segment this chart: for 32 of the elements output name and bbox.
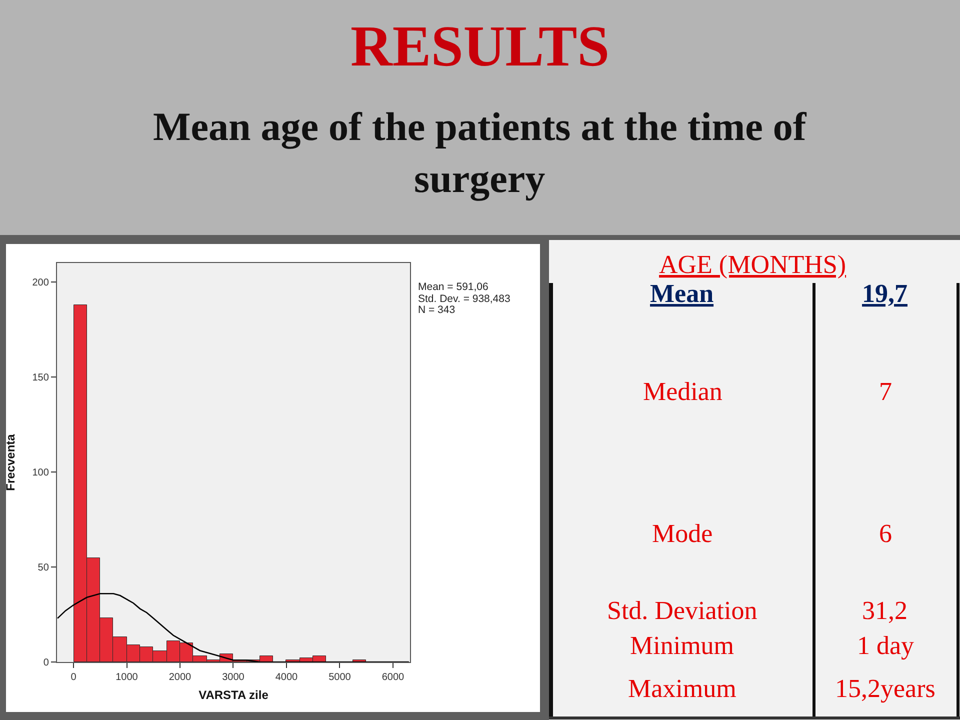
text: Mode xyxy=(652,519,713,548)
text: 19,7 xyxy=(862,279,908,308)
text: 1 day xyxy=(857,631,914,660)
y-tick-label: 150 xyxy=(32,372,50,384)
x-tick-label: 6000 xyxy=(382,672,405,684)
x-tick-label: 5000 xyxy=(328,672,352,684)
text: Mean = 591,06 xyxy=(418,281,489,293)
x-axis-title: VARSTA zile xyxy=(198,688,269,702)
y-tick-label: 200 xyxy=(32,278,50,288)
y-tick-label: 0 xyxy=(43,658,50,668)
x-tick-label: 4000 xyxy=(275,672,298,684)
text: 7 xyxy=(879,377,892,406)
text: 6 xyxy=(879,519,892,548)
x-tick-label: 1000 xyxy=(116,672,138,684)
x-tick-label: 2000 xyxy=(168,672,192,684)
text: AGE (MONTHS) xyxy=(659,250,846,279)
text: N = 343 xyxy=(418,304,456,316)
chart-subtitle: Mean age of the patients at the time of surgery xyxy=(153,104,807,201)
text: Std. Deviation xyxy=(607,596,758,625)
x-tick-label: 0 xyxy=(70,672,77,684)
text: Maximum xyxy=(628,674,736,703)
text: Mean xyxy=(650,279,714,308)
text: Minimum xyxy=(630,631,734,660)
x-tick-label: 3000 xyxy=(222,672,245,684)
y-tick-label: 100 xyxy=(32,468,50,478)
text: 15,2years xyxy=(835,674,936,703)
y-axis-title: Frecventa xyxy=(4,434,18,491)
chart-title: RESULTS xyxy=(350,13,610,78)
text: 31,2 xyxy=(862,596,908,625)
text: Median xyxy=(643,377,722,406)
y-tick-label: 50 xyxy=(38,562,50,574)
text: Std. Dev. = 938,483 xyxy=(418,293,510,305)
